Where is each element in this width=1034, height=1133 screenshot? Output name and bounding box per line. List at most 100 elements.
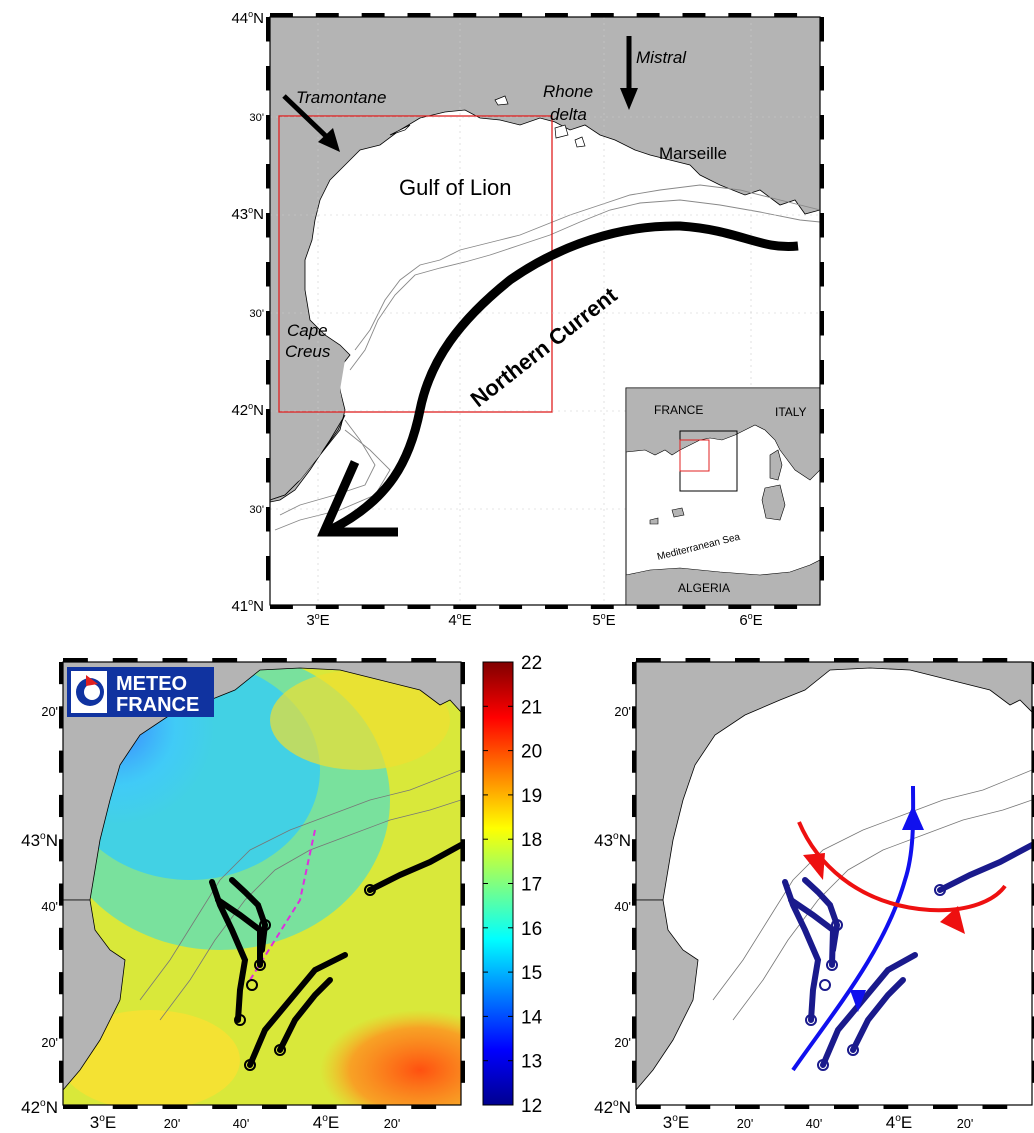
colorbar-tick-label: 19 [521, 786, 542, 807]
sst-map: METEO FRANCE 20' 43oN 40' 20' 42oN 3oE 20' 40'… [21, 653, 543, 1132]
inset-corsica [769, 449, 783, 481]
sst-lat-label: 43oN [21, 831, 58, 850]
inset-balearic [671, 507, 685, 518]
sst-lat-label: 20' [41, 1035, 58, 1050]
inset-balearic-2 [649, 517, 659, 525]
inset-sardinia [761, 484, 786, 521]
sst-lat-labels: 20' 43oN 40' 20' 42oN [21, 704, 58, 1117]
sst-lon-labels: 3oE 20' 40' 4oE 20' [90, 1113, 401, 1132]
circ-lon-label: 3oE [663, 1113, 689, 1132]
label-cape: Cape [287, 321, 328, 340]
circ-lat-label: 42oN [594, 1098, 631, 1117]
top-lon-label: 5oE [592, 611, 615, 629]
label-marseille: Marseille [659, 144, 727, 163]
sst-warm-south [320, 1010, 461, 1105]
mistral-arrowhead [620, 88, 638, 110]
meteo-france-logo: METEO FRANCE [67, 667, 214, 717]
inset-label-italy: ITALY [775, 405, 807, 419]
top-lat-label: 41oN [231, 597, 264, 615]
logo-text-france: FRANCE [116, 694, 199, 716]
circ-lon-label: 40' [806, 1116, 823, 1131]
top-grid [270, 17, 820, 605]
sst-float-markers [234, 884, 376, 1071]
sst-lat-label: 42oN [21, 1098, 58, 1117]
label-delta: delta [550, 105, 587, 124]
circ-red-arrowhead-1 [803, 853, 825, 880]
top-map: FRANCE ITALY Mediterranean Sea ALGERIA T… [231, 9, 824, 629]
sst-lon-label: 4oE [313, 1113, 339, 1132]
logo-text-meteo: METEO [116, 673, 187, 695]
colorbar-tick-label: 12 [521, 1096, 542, 1117]
top-map-ticks [266, 13, 824, 609]
inset-map: FRANCE ITALY Mediterranean Sea ALGERIA [625, 387, 821, 606]
colorbar-tick-label: 17 [521, 875, 542, 896]
label-mistral: Mistral [636, 48, 687, 67]
top-lat-label: 30' [249, 112, 264, 124]
colorbar-tick-label: 16 [521, 919, 542, 940]
circ-land-spain [636, 899, 699, 1091]
circ-bathymetry [712, 769, 1032, 1021]
top-lon-labels: 3oE 4oE 5oE 6oE [306, 611, 762, 629]
top-lat-label: 44oN [231, 9, 264, 27]
sst-bathymetry [139, 769, 461, 1021]
circ-lat-label: 20' [614, 704, 631, 719]
sst-warm-sw [63, 1010, 240, 1105]
colorbar-tick-label: 22 [521, 653, 542, 674]
inset-label-algeria: ALGERIA [678, 581, 730, 595]
circ-blue-arrowhead-south [850, 990, 866, 1012]
inset-europe [626, 388, 820, 481]
circ-lon-label: 4oE [886, 1113, 912, 1132]
top-lat-label: 42oN [231, 401, 264, 419]
circ-lat-label: 43oN [594, 831, 631, 850]
tramontane-arrow [282, 94, 332, 142]
sst-front-line [249, 829, 316, 981]
inset-label-france: FRANCE [654, 403, 703, 417]
inset-study-box [679, 439, 710, 472]
circ-map-ticks [632, 658, 1034, 1109]
sst-lat-label: 20' [41, 704, 58, 719]
label-rhone: Rhone [543, 82, 593, 101]
northern-current-arrow [327, 221, 799, 535]
top-lon-label: 4oE [448, 611, 471, 629]
circ-lat-label: 40' [614, 899, 631, 914]
colorbar-tick-label: 21 [521, 697, 542, 718]
tramontane-arrowhead [318, 128, 340, 152]
circ-lon-label: 20' [737, 1116, 754, 1131]
sst-lon-label: 20' [384, 1116, 401, 1131]
top-lon-label: 6oE [739, 611, 762, 629]
colorbar-tick-label: 15 [521, 963, 542, 984]
circ-float-markers [805, 884, 946, 1071]
sst-warm-north [270, 670, 450, 770]
circ-blue-arrowhead-north [902, 805, 924, 830]
circ-red-arrowhead-2 [940, 906, 965, 934]
coastal-lagoons [389, 95, 586, 148]
circ-lon-label: 20' [957, 1116, 974, 1131]
top-lat-labels: 44oN 30' 43oN 30' 42oN 30' 41oN [231, 9, 264, 615]
colorbar-tick-label: 13 [521, 1052, 542, 1073]
sst-lon-label: 3oE [90, 1113, 116, 1132]
land-spain-fill [270, 330, 345, 500]
circ-lat-label: 20' [614, 1035, 631, 1050]
label-gulf-of-lion: Gulf of Lion [399, 175, 512, 200]
colorbar-ticks: 22 21 20 19 18 17 16 15 14 13 12 [483, 653, 543, 1117]
top-lat-label: 43oN [231, 205, 264, 223]
label-creus: Creus [285, 342, 331, 361]
circ-lon-labels: 3oE 20' 40' 4oE 20' [663, 1113, 974, 1132]
top-lat-label: 30' [249, 504, 264, 516]
land-spain-top [270, 414, 346, 503]
northern-current-arrowhead [317, 460, 398, 537]
sst-lat-label: 40' [41, 899, 58, 914]
label-tramontane: Tramontane [296, 88, 386, 107]
colorbar-tick-label: 20 [521, 742, 542, 763]
circulation-map: 20' 43oN 40' 20' 42oN 3oE 20' 40' 4oE 20' [594, 658, 1034, 1132]
top-lat-label: 30' [249, 308, 264, 320]
sst-float-tracks [209, 842, 461, 1068]
sst-lon-label: 40' [233, 1116, 250, 1131]
sst-map-ticks [59, 658, 465, 1109]
sst-land-spain [63, 899, 126, 1091]
circ-lat-labels: 20' 43oN 40' 20' 42oN [594, 704, 631, 1117]
circ-float-tracks [782, 842, 1032, 1068]
sst-lon-label: 20' [164, 1116, 181, 1131]
colorbar-tick-label: 18 [521, 830, 542, 851]
